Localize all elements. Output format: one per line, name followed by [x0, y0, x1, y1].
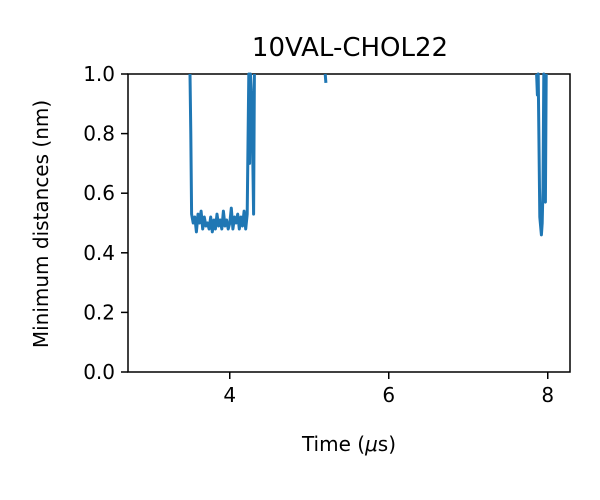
y-axis-label: Minimum distances (nm)	[29, 100, 53, 348]
x-axis-ticks: 4 6 8	[223, 372, 554, 407]
x-tick-label: 6	[382, 383, 395, 407]
series-layer	[188, 72, 548, 237]
x-tick-label: 8	[541, 383, 554, 407]
series-line-segment	[188, 72, 256, 234]
plot-area	[127, 72, 571, 373]
y-tick-label: 0.2	[83, 300, 115, 324]
y-tick-label: 0.0	[83, 360, 115, 384]
y-tick-label: 0.4	[83, 241, 115, 265]
y-axis-ticks: 0.0 0.2 0.4 0.6 0.8 1.0	[83, 62, 128, 384]
x-axis-label: Time (μs)	[301, 432, 396, 456]
plot-frame	[127, 73, 571, 373]
y-tick-label: 1.0	[83, 62, 115, 86]
series-line-segment	[323, 73, 328, 84]
y-tick-label: 0.8	[83, 122, 115, 146]
y-tick-label: 0.6	[83, 181, 115, 205]
series-line-segment	[535, 72, 548, 237]
x-tick-label: 4	[223, 383, 236, 407]
chart-title: 10VAL-CHOL22	[252, 33, 448, 63]
